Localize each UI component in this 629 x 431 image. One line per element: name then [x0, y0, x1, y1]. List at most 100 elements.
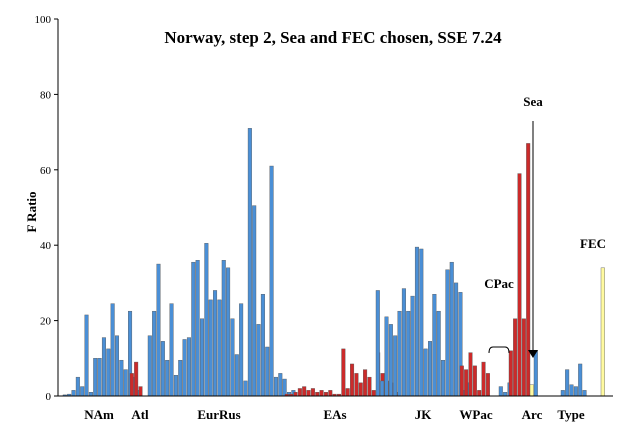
- bar-fec-0: [600, 267, 605, 397]
- bar-arc-0: [508, 350, 513, 397]
- bar-atl-1: [134, 361, 139, 397]
- bar-arc-3: [521, 318, 526, 397]
- bar-eas-5: [306, 390, 311, 397]
- group-label-wpac: WPac: [459, 407, 492, 422]
- bar-sea-0: [533, 350, 538, 397]
- bar-jk-13: [432, 294, 437, 397]
- bar-eurrus-26: [260, 294, 265, 397]
- x-axis-group-labels: NAm Atl EurRus EAs JK WPac Arc Type: [84, 407, 585, 422]
- group-label-arc: Arc: [522, 407, 543, 422]
- bar-eas-15: [350, 363, 355, 397]
- bar-wpac-5: [481, 361, 486, 397]
- bar-eurrus-28: [269, 165, 274, 397]
- bar-wpac-0: [459, 365, 464, 397]
- bar-nam-2: [71, 390, 76, 397]
- bar-jk-7: [406, 310, 411, 397]
- bar-nam-4: [80, 386, 85, 397]
- bar-eurrus-19: [230, 318, 235, 397]
- annotation-cpac: CPac: [484, 276, 514, 291]
- bar-arc-4: [526, 143, 531, 397]
- bar-eas-19: [367, 376, 372, 397]
- bar-jk-4: [393, 335, 398, 397]
- bar-nam-11: [110, 303, 115, 397]
- bar-arc-2: [517, 173, 522, 397]
- bar-eurrus-16: [217, 299, 222, 397]
- bar-jk-2: [384, 316, 389, 397]
- chart-title: Norway, step 2, Sea and FEC chosen, SSE …: [164, 28, 502, 47]
- bar-eas-17: [358, 382, 363, 397]
- bar-eurrus-31: [282, 378, 287, 397]
- bar-jk-5: [397, 310, 402, 397]
- bar-type-4: [578, 363, 583, 397]
- bar-eurrus-0: [147, 335, 152, 397]
- bar-wpac-3: [472, 365, 477, 397]
- bar-eurrus-8: [182, 339, 187, 397]
- bar-type-0: [560, 390, 565, 397]
- y-axis: 0 20 40 60 80 100: [35, 14, 59, 403]
- group-label-nam: NAm: [84, 407, 114, 422]
- bar-eurrus-25: [256, 324, 261, 397]
- bar-jk-14: [436, 310, 441, 397]
- bar-eas-20: [371, 390, 376, 397]
- bar-nam-8: [97, 358, 102, 397]
- group-label-eas: EAs: [323, 407, 346, 422]
- bar-eurrus-21: [239, 303, 244, 397]
- y-tick-label: 40: [40, 240, 52, 252]
- bar-atl-0: [129, 373, 134, 397]
- bar-eas-2: [293, 392, 298, 397]
- bar-eas-7: [315, 392, 320, 397]
- y-tick-label: 20: [40, 316, 52, 328]
- bar-nam-14: [123, 369, 128, 397]
- bar-jk-6: [401, 288, 406, 397]
- bar-type-3: [573, 386, 578, 397]
- annotation-fec: FEC: [580, 236, 606, 251]
- y-tick-label: 100: [35, 14, 52, 26]
- bar-eurrus-11: [195, 260, 200, 397]
- bar-jk-18: [454, 282, 459, 397]
- bar-nam-13: [119, 359, 124, 397]
- bar-eurrus-6: [173, 375, 178, 397]
- bar-eurrus-20: [234, 354, 239, 397]
- bar-eurrus-3: [160, 341, 165, 397]
- bar-eurrus-23: [247, 128, 252, 397]
- bar-type-2: [569, 384, 574, 397]
- bar-nam-12: [114, 335, 119, 397]
- bar-wpac-4: [477, 390, 482, 397]
- bar-eurrus-24: [252, 205, 257, 397]
- bar-eurrus-10: [191, 261, 196, 397]
- bar-type-5: [582, 390, 587, 397]
- bar-jk-17: [449, 261, 454, 397]
- bar-eurrus-17: [221, 260, 226, 397]
- bar-eas-16: [354, 373, 359, 397]
- y-tick-label: 0: [46, 391, 52, 403]
- bar-eurrus-12: [199, 318, 204, 397]
- bar-eas-3: [297, 388, 302, 397]
- bar-eurrus-15: [213, 290, 218, 397]
- bar-nam-6: [88, 392, 93, 397]
- bar-arc-1: [513, 318, 518, 397]
- bar-eurrus-29: [273, 376, 278, 397]
- bar-jk-1: [380, 380, 385, 397]
- group-label-atl: Atl: [131, 407, 149, 422]
- bar-jk-10: [419, 248, 424, 397]
- bar-jk-8: [410, 295, 415, 397]
- sea-arrow-head: [528, 350, 538, 358]
- bar-cpac-0: [498, 386, 503, 397]
- bar-eurrus-9: [186, 337, 191, 397]
- cpac-bracket: [488, 346, 510, 354]
- annotation-sea: Sea: [523, 94, 543, 109]
- bar-eurrus-2: [156, 263, 161, 397]
- bar-eurrus-5: [169, 303, 174, 397]
- bar-eas-9: [323, 392, 328, 397]
- y-axis-label: F Ratio: [24, 191, 39, 232]
- bar-eurrus-18: [226, 267, 231, 397]
- bar-eas-6: [310, 388, 315, 397]
- bar-nam-5: [84, 314, 89, 397]
- bar-cpac-1: [503, 392, 508, 397]
- bar-jk-0: [375, 290, 380, 397]
- y-tick-label: 60: [40, 165, 52, 177]
- group-label-type: Type: [557, 407, 584, 422]
- bar-nam-7: [93, 358, 98, 397]
- bar-eurrus-1: [152, 310, 157, 397]
